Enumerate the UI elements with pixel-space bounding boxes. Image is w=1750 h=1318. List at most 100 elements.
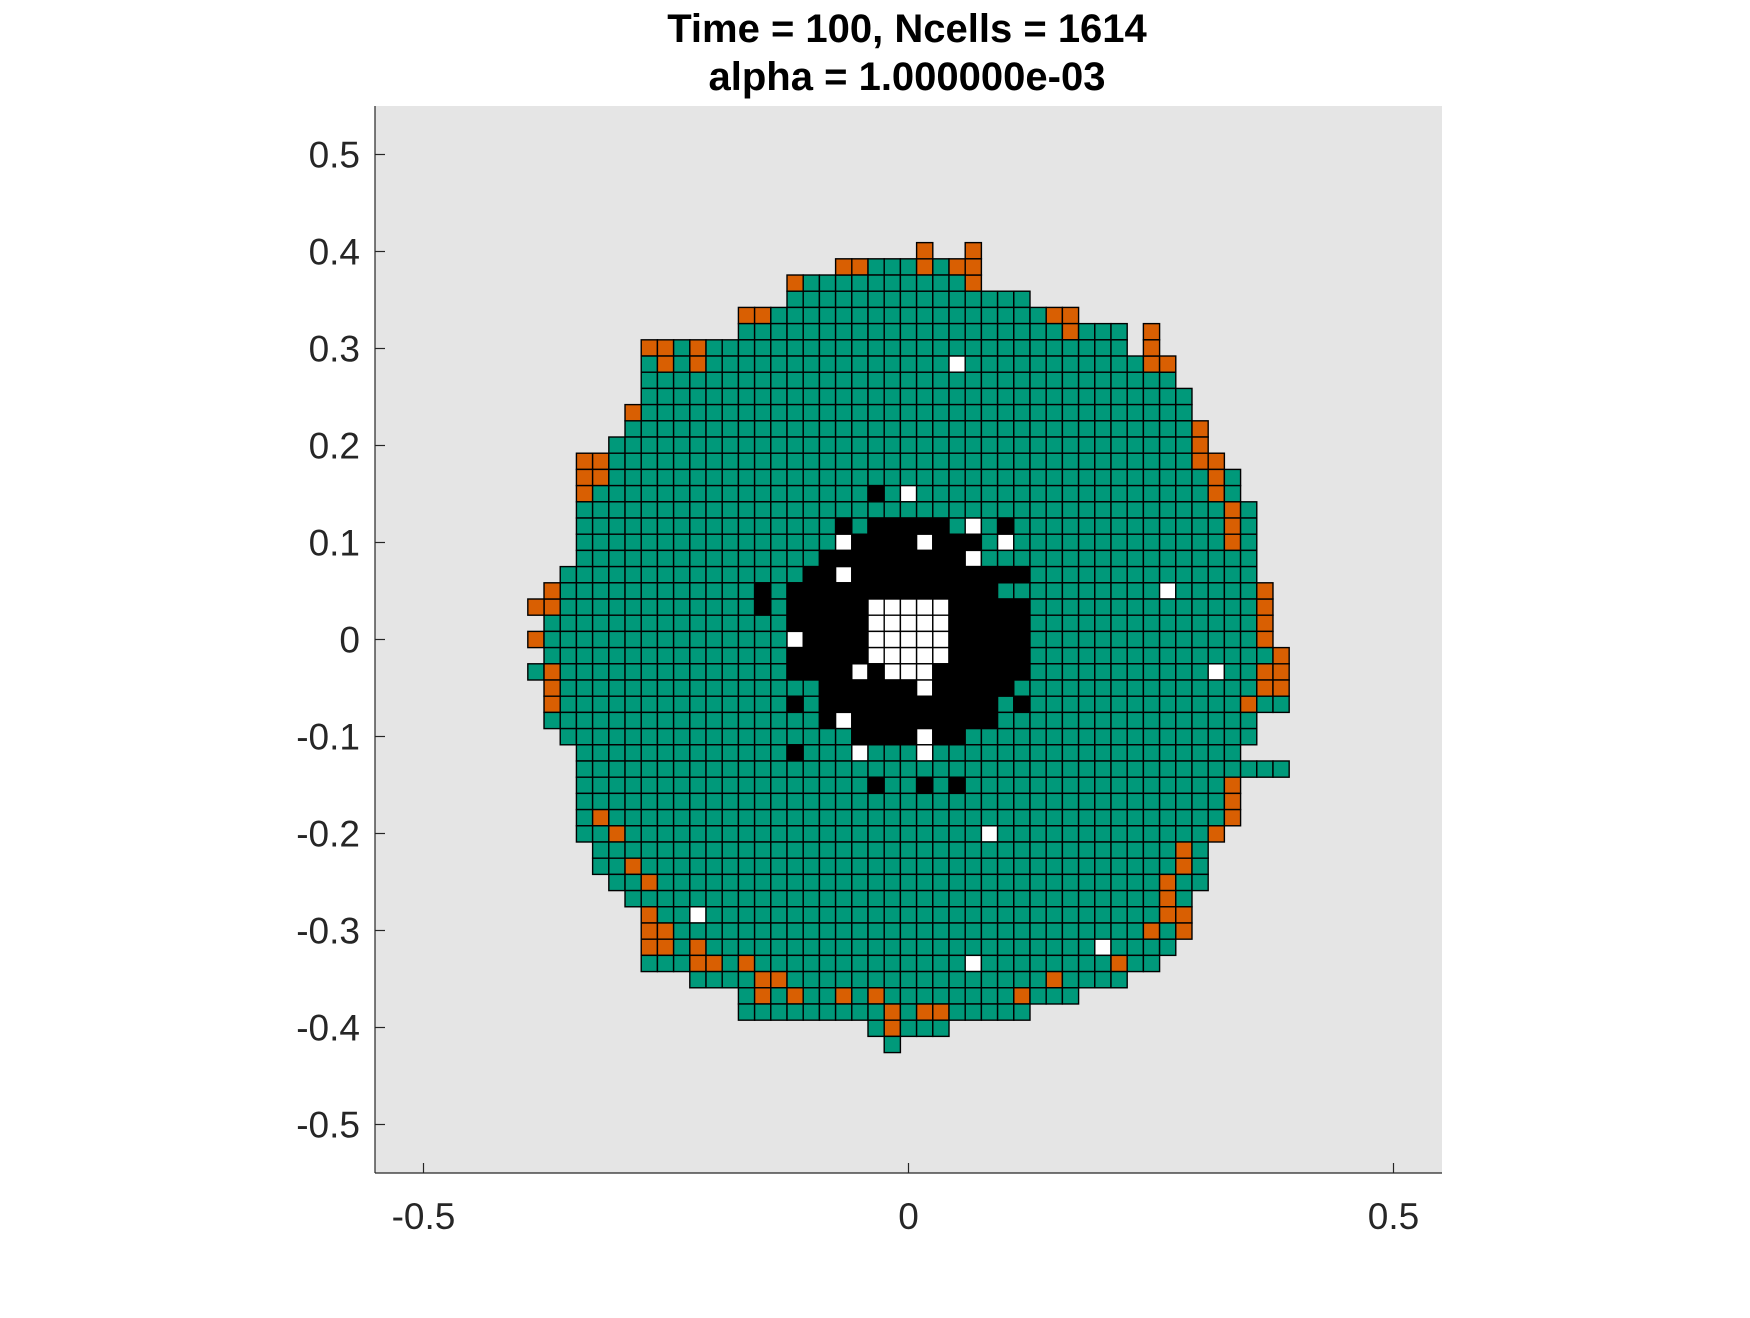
cell-quiescent — [770, 906, 788, 924]
cell-quiescent — [932, 857, 950, 876]
cell-quiescent — [1013, 355, 1031, 373]
cell-quiescent — [980, 922, 999, 940]
cell-proliferating — [1256, 663, 1274, 681]
cell-quiescent — [705, 744, 723, 762]
cell-necrotic — [948, 776, 966, 795]
cell-quiescent — [867, 922, 885, 940]
cell-quiescent — [1045, 987, 1064, 1005]
cell-quiescent — [591, 776, 610, 795]
cell-quiescent — [721, 873, 740, 892]
cell-quiescent — [883, 987, 902, 1005]
cell-proliferating — [1239, 695, 1258, 714]
cell-empty — [996, 533, 1015, 552]
cell-quiescent — [899, 889, 918, 908]
cell-quiescent — [624, 598, 642, 616]
cell-necrotic — [996, 646, 1015, 665]
cell-quiescent — [1142, 468, 1161, 487]
cell-proliferating — [1045, 970, 1064, 989]
cell-quiescent — [591, 501, 610, 519]
cell-quiescent — [915, 420, 934, 438]
cell-quiescent — [753, 468, 772, 487]
cell-quiescent — [883, 857, 902, 876]
cell-quiescent — [689, 711, 707, 730]
cell-empty — [899, 646, 918, 665]
cell-quiescent — [770, 695, 788, 714]
cell-quiescent — [802, 825, 821, 843]
cell-quiescent — [1175, 468, 1193, 487]
cell-quiescent — [883, 776, 902, 795]
cell-quiescent — [1029, 339, 1047, 357]
cell-quiescent — [786, 355, 804, 373]
cell-quiescent — [1077, 403, 1096, 422]
cell-empty — [915, 679, 934, 697]
cell-quiescent — [721, 549, 740, 568]
cell-quiescent — [980, 549, 999, 568]
cell-quiescent — [1239, 727, 1258, 746]
cell-quiescent — [656, 436, 675, 454]
cell-quiescent — [1094, 760, 1112, 778]
cell-quiescent — [575, 598, 594, 616]
cell-quiescent — [1223, 598, 1242, 616]
cell-quiescent — [1045, 468, 1064, 487]
cell-quiescent — [672, 646, 691, 665]
cell-quiescent — [1013, 452, 1031, 471]
cell-quiescent — [1142, 760, 1161, 778]
cell-quiescent — [964, 290, 983, 309]
cell-quiescent — [1110, 760, 1128, 778]
cell-necrotic — [802, 582, 821, 600]
cell-quiescent — [851, 987, 869, 1005]
cell-necrotic — [867, 533, 885, 552]
cell-quiescent — [867, 420, 885, 438]
cell-quiescent — [753, 679, 772, 697]
cell-quiescent — [932, 1019, 950, 1038]
cell-proliferating — [591, 468, 610, 487]
cell-quiescent — [1175, 565, 1193, 584]
cell-quiescent — [1061, 549, 1080, 568]
cell-necrotic — [851, 565, 869, 584]
cell-quiescent — [932, 322, 950, 341]
cell-quiescent — [1061, 744, 1080, 762]
cell-quiescent — [721, 517, 740, 535]
cell-proliferating — [1256, 614, 1274, 633]
cell-quiescent — [1191, 695, 1209, 714]
cell-quiescent — [1207, 727, 1226, 746]
cell-quiescent — [818, 290, 837, 309]
cell-quiescent — [737, 484, 756, 503]
cell-quiescent — [1175, 501, 1193, 519]
cell-necrotic — [818, 711, 837, 730]
cell-quiescent — [737, 841, 756, 859]
cell-quiescent — [867, 970, 885, 989]
cell-quiescent — [1158, 857, 1177, 876]
cell-necrotic — [948, 646, 966, 665]
cell-quiescent — [1223, 646, 1242, 665]
cell-quiescent — [770, 711, 788, 730]
cell-quiescent — [770, 452, 788, 471]
cell-quiescent — [883, 322, 902, 341]
cell-necrotic — [867, 679, 885, 697]
cell-proliferating — [915, 241, 934, 260]
cell-proliferating — [656, 339, 675, 357]
cell-quiescent — [1061, 792, 1080, 811]
cell-quiescent — [753, 484, 772, 503]
cell-necrotic — [980, 663, 999, 681]
cell-quiescent — [851, 306, 869, 325]
cell-quiescent — [1158, 517, 1177, 535]
cell-quiescent — [689, 598, 707, 616]
cell-quiescent — [1158, 808, 1177, 827]
cell-quiescent — [915, 792, 934, 811]
cell-quiescent — [640, 841, 659, 859]
cell-quiescent — [608, 695, 626, 714]
cell-necrotic — [996, 517, 1015, 535]
cell-quiescent — [996, 484, 1015, 503]
cell-necrotic — [964, 679, 983, 697]
cell-quiescent — [818, 403, 837, 422]
cell-quiescent — [672, 533, 691, 552]
y-tick-label: -0.1 — [296, 717, 360, 758]
cell-quiescent — [818, 825, 837, 843]
cell-quiescent — [608, 582, 626, 600]
cell-quiescent — [1239, 501, 1258, 519]
cell-quiescent — [964, 906, 983, 924]
cell-quiescent — [608, 468, 626, 487]
cell-quiescent — [640, 501, 659, 519]
